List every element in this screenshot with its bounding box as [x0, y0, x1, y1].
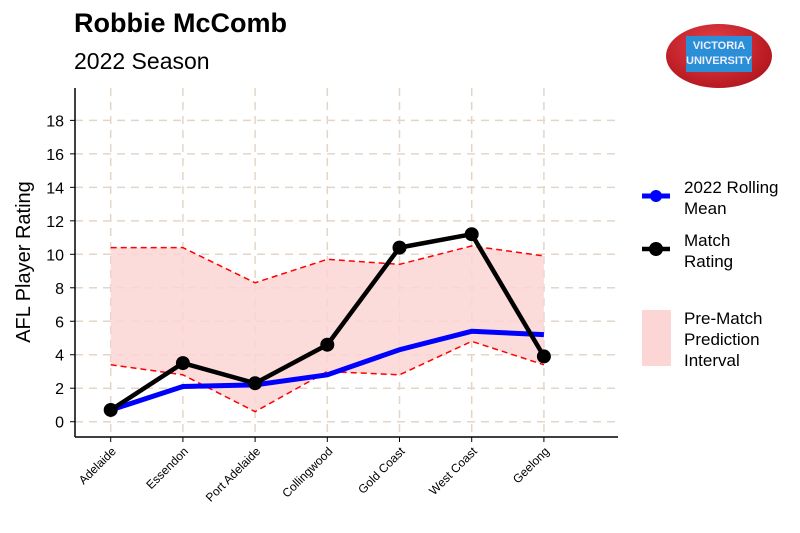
x-tick-label: West Coast — [426, 444, 480, 498]
y-axis-title: AFL Player Rating — [13, 181, 35, 343]
x-tick-label: Essendon — [143, 444, 191, 492]
match-rating-point — [536, 349, 551, 364]
chart-subtitle: 2022 Season — [74, 48, 210, 74]
interval-lower-line — [110, 340, 545, 413]
match-rating-point — [320, 337, 335, 352]
y-tick-label: 4 — [55, 348, 64, 365]
match-rating-point — [103, 402, 118, 417]
interval-upper-line — [110, 245, 545, 284]
y-tick-label: 6 — [55, 314, 64, 331]
legend-label-match-rating: Match — [684, 231, 730, 250]
legend-label-interval: Pre-Match — [684, 309, 762, 328]
y-tick-label: 2 — [55, 381, 64, 398]
legend-label-rolling-mean: Mean — [684, 199, 727, 218]
match-rating-point — [248, 376, 263, 391]
y-tick-label: 18 — [46, 113, 64, 130]
y-tick-label: 8 — [55, 281, 64, 298]
match-rating-point — [175, 356, 190, 371]
legend-label-interval: Interval — [684, 351, 740, 370]
logo-text: VICTORIA UNIVERSITY — [686, 36, 752, 72]
match-rating-point — [392, 240, 407, 255]
x-tick-label: Port Adelaide — [203, 444, 264, 505]
y-tick-label: 14 — [46, 180, 64, 197]
prediction-interval-band — [110, 245, 544, 412]
legend-label-rolling-mean: 2022 Rolling — [684, 178, 779, 197]
legend-label-interval: Prediction — [684, 330, 760, 349]
legend-rolling-mean-marker — [650, 190, 662, 202]
chart-title: Robbie McComb — [74, 8, 287, 38]
legend-interval-swatch — [642, 310, 671, 366]
x-tick-label: Gold Coast — [355, 444, 408, 497]
rolling-mean-line — [109, 328, 545, 413]
y-tick-label: 10 — [46, 247, 64, 264]
victoria-university-logo: VICTORIA UNIVERSITY — [666, 24, 772, 88]
match-rating-point — [464, 227, 479, 242]
x-tick-label: Adelaide — [76, 444, 119, 487]
y-tick-label: 16 — [46, 147, 64, 164]
legend-label-match-rating: Rating — [684, 252, 733, 271]
y-tick-label: 12 — [46, 214, 64, 231]
y-tick-label: 0 — [55, 415, 64, 432]
x-tick-label: Collingwood — [279, 444, 335, 500]
legend-match-rating-marker — [649, 242, 663, 256]
x-tick-label: Geelong — [510, 444, 552, 486]
